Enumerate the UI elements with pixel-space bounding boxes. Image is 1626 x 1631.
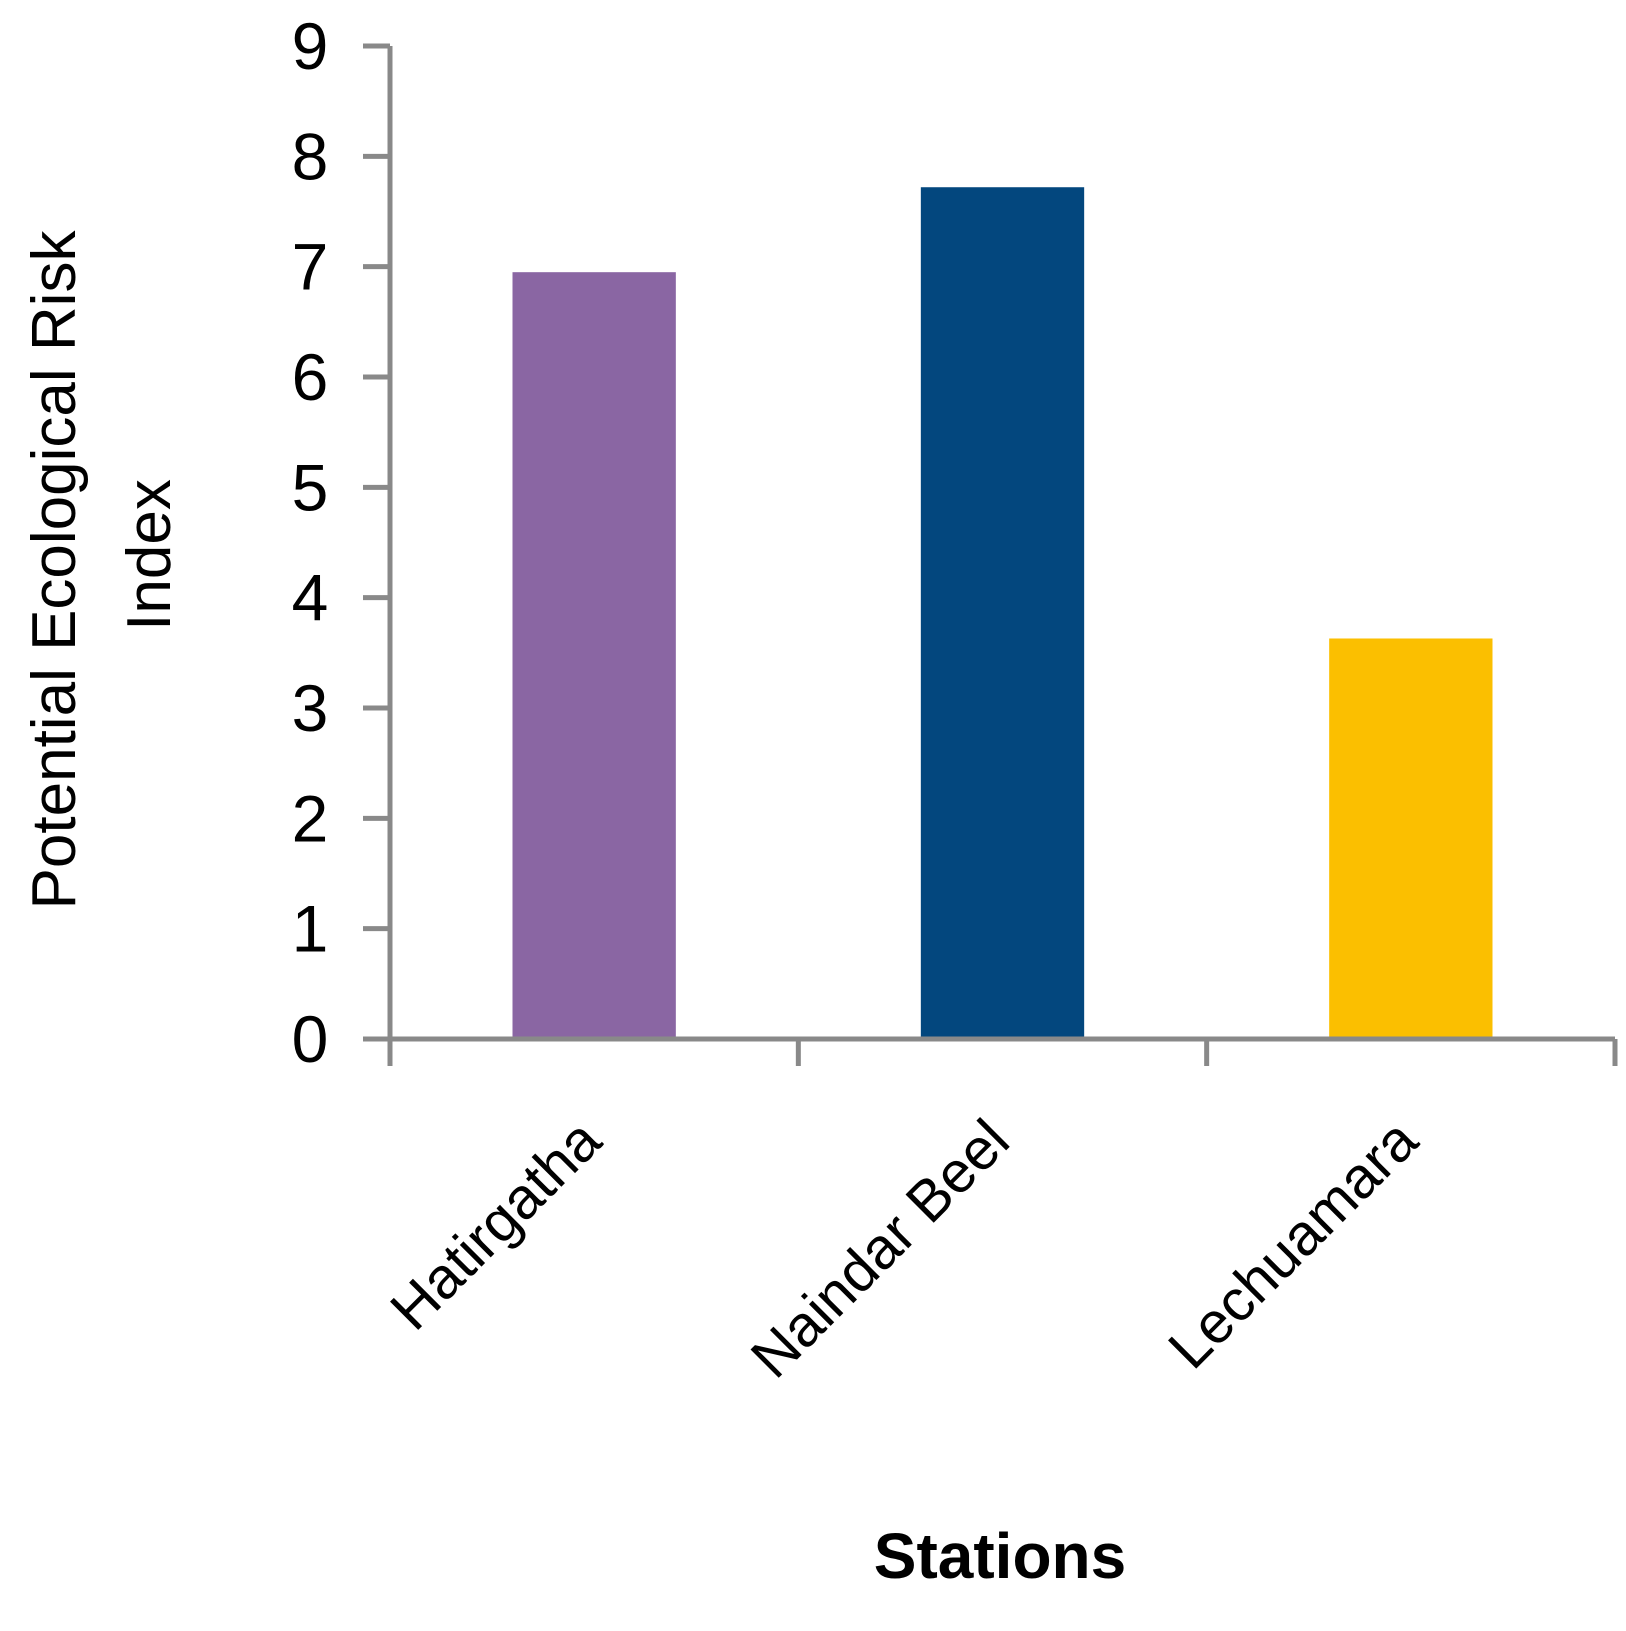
- x-axis-title: Stations: [874, 1520, 1126, 1592]
- x-tick-label: Hatirgatha: [378, 1107, 614, 1343]
- bar-lechuamara: [1329, 638, 1493, 1039]
- y-tick-label: 1: [292, 892, 329, 966]
- y-ticks: 0 1 2 3 4 5 6 7 8 9: [292, 9, 390, 1076]
- y-tick-label: 5: [292, 450, 329, 524]
- y-tick-label: 0: [292, 1002, 329, 1076]
- x-tick-label: Lechuamara: [1156, 1107, 1430, 1381]
- axes: [387, 46, 1615, 1042]
- y-axis-title: Potential Ecological Risk Index: [20, 230, 184, 910]
- x-ticks: Hatirgatha Naindar Beel Lechuamara: [378, 1039, 1618, 1390]
- y-axis-title-line-2: Index: [115, 479, 184, 631]
- bar-hatirgatha: [512, 272, 676, 1039]
- bar-naindar-beel: [920, 187, 1085, 1039]
- y-tick-label: 7: [292, 230, 329, 304]
- x-tick-label: Naindar Beel: [739, 1107, 1022, 1390]
- y-tick-label: 8: [292, 119, 329, 193]
- y-tick-label: 2: [292, 781, 329, 855]
- y-tick-label: 3: [292, 671, 329, 745]
- y-tick-label: 6: [292, 340, 329, 414]
- y-tick-label: 4: [292, 561, 329, 635]
- y-axis-title-line-1: Potential Ecological Risk: [20, 230, 89, 910]
- bars: [512, 187, 1493, 1039]
- y-tick-label: 9: [292, 9, 329, 83]
